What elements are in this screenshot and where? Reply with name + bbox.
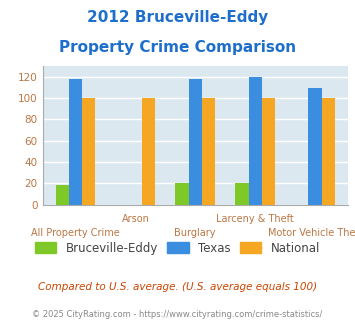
Bar — [175, 183, 189, 205]
Text: Compared to U.S. average. (U.S. average equals 100): Compared to U.S. average. (U.S. average … — [38, 282, 317, 292]
Bar — [262, 98, 275, 205]
Text: Motor Vehicle Theft: Motor Vehicle Theft — [268, 228, 355, 238]
Bar — [235, 183, 248, 205]
Text: Arson: Arson — [121, 214, 149, 224]
Bar — [202, 98, 215, 205]
Bar — [189, 79, 202, 205]
Legend: Bruceville-Eddy, Texas, National: Bruceville-Eddy, Texas, National — [30, 237, 325, 259]
Bar — [308, 88, 322, 205]
Text: 2012 Bruceville-Eddy: 2012 Bruceville-Eddy — [87, 10, 268, 25]
Bar — [69, 79, 82, 205]
Bar — [322, 98, 335, 205]
Text: © 2025 CityRating.com - https://www.cityrating.com/crime-statistics/: © 2025 CityRating.com - https://www.city… — [32, 310, 323, 319]
Text: Property Crime Comparison: Property Crime Comparison — [59, 40, 296, 54]
Bar — [142, 98, 155, 205]
Bar — [82, 98, 95, 205]
Text: All Property Crime: All Property Crime — [31, 228, 120, 238]
Bar — [56, 185, 69, 205]
Text: Larceny & Theft: Larceny & Theft — [216, 214, 294, 224]
Bar — [248, 77, 262, 205]
Text: Burglary: Burglary — [175, 228, 216, 238]
